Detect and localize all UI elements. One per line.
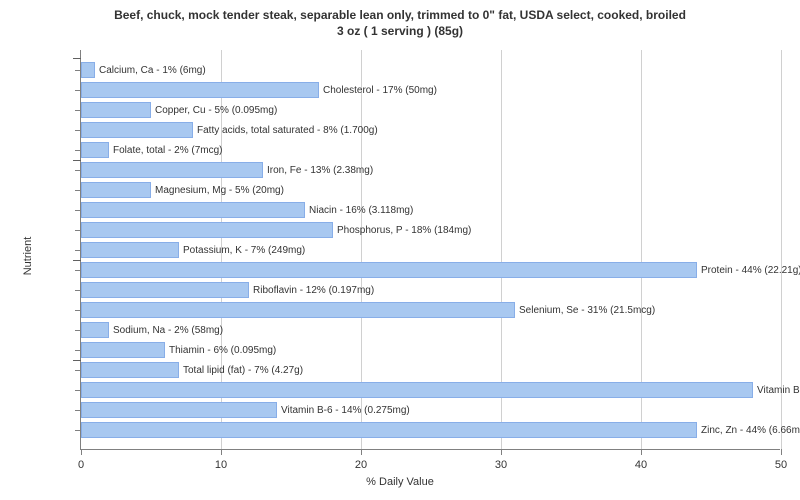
bar-row: Magnesium, Mg - 5% (20mg) xyxy=(81,182,284,198)
x-axis-label: % Daily Value xyxy=(366,476,434,488)
bar-row: Cholesterol - 17% (50mg) xyxy=(81,82,437,98)
x-tick-label: 20 xyxy=(355,459,367,471)
bar xyxy=(81,402,277,418)
x-tick-label: 30 xyxy=(495,459,507,471)
x-tick xyxy=(641,449,642,455)
nutrient-chart: Beef, chuck, mock tender steak, separabl… xyxy=(0,0,800,500)
bar-label: Total lipid (fat) - 7% (4.27g) xyxy=(183,365,303,376)
y-tick xyxy=(75,110,81,111)
bar-row: Fatty acids, total saturated - 8% (1.700… xyxy=(81,122,378,138)
bar-label: Calcium, Ca - 1% (6mg) xyxy=(99,65,206,76)
y-tick xyxy=(75,390,81,391)
bar xyxy=(81,182,151,198)
y-tick-major xyxy=(73,360,81,361)
bar-row: Niacin - 16% (3.118mg) xyxy=(81,202,413,218)
bar-row: Folate, total - 2% (7mcg) xyxy=(81,142,222,158)
y-tick-major xyxy=(73,160,81,161)
bar-row: Phosphorus, P - 18% (184mg) xyxy=(81,222,471,238)
bar-label: Niacin - 16% (3.118mg) xyxy=(309,205,413,216)
y-tick xyxy=(75,270,81,271)
y-tick xyxy=(75,190,81,191)
bar-row: Zinc, Zn - 44% (6.66mg) xyxy=(81,422,800,438)
x-tick xyxy=(221,449,222,455)
bar xyxy=(81,262,697,278)
x-tick xyxy=(781,449,782,455)
bar-label: Sodium, Na - 2% (58mg) xyxy=(113,325,223,336)
bar-row: Potassium, K - 7% (249mg) xyxy=(81,242,305,258)
x-tick-label: 10 xyxy=(215,459,227,471)
bar-row: Vitamin B-6 - 14% (0.275mg) xyxy=(81,402,410,418)
bar xyxy=(81,102,151,118)
y-tick xyxy=(75,170,81,171)
y-tick xyxy=(75,290,81,291)
bar-label: Iron, Fe - 13% (2.38mg) xyxy=(267,165,373,176)
bar-row: Protein - 44% (22.21g) xyxy=(81,262,800,278)
y-tick xyxy=(75,230,81,231)
y-tick xyxy=(75,130,81,131)
x-tick xyxy=(501,449,502,455)
bar-label: Cholesterol - 17% (50mg) xyxy=(323,85,437,96)
bar-row: Total lipid (fat) - 7% (4.27g) xyxy=(81,362,303,378)
bar xyxy=(81,202,305,218)
y-tick xyxy=(75,70,81,71)
y-tick xyxy=(75,370,81,371)
bar-row: Selenium, Se - 31% (21.5mcg) xyxy=(81,302,655,318)
bar xyxy=(81,62,95,78)
bar xyxy=(81,322,109,338)
bar-label: Fatty acids, total saturated - 8% (1.700… xyxy=(197,125,378,136)
x-tick-label: 50 xyxy=(775,459,787,471)
y-tick xyxy=(75,250,81,251)
bar-label: Zinc, Zn - 44% (6.66mg) xyxy=(701,425,800,436)
bar-label: Selenium, Se - 31% (21.5mcg) xyxy=(519,305,655,316)
bar xyxy=(81,282,249,298)
bar-label: Vitamin B-12 - 48% (2.91mcg) xyxy=(757,385,800,396)
bar-label: Folate, total - 2% (7mcg) xyxy=(113,145,222,156)
y-tick-major xyxy=(73,58,81,59)
bar-label: Protein - 44% (22.21g) xyxy=(701,265,800,276)
bar xyxy=(81,422,697,438)
bar xyxy=(81,382,753,398)
x-tick-label: 0 xyxy=(78,459,84,471)
y-axis-label: Nutrient xyxy=(22,237,34,276)
y-tick xyxy=(75,150,81,151)
bar-label: Phosphorus, P - 18% (184mg) xyxy=(337,225,471,236)
bar xyxy=(81,342,165,358)
bar-row: Iron, Fe - 13% (2.38mg) xyxy=(81,162,373,178)
bar-row: Calcium, Ca - 1% (6mg) xyxy=(81,62,206,78)
bar-label: Copper, Cu - 5% (0.095mg) xyxy=(155,105,277,116)
title-line-2: 3 oz ( 1 serving ) (85g) xyxy=(337,24,463,38)
bar-label: Thiamin - 6% (0.095mg) xyxy=(169,345,276,356)
bar-row: Vitamin B-12 - 48% (2.91mcg) xyxy=(81,382,800,398)
bar-row: Sodium, Na - 2% (58mg) xyxy=(81,322,223,338)
bar xyxy=(81,122,193,138)
bar-label: Potassium, K - 7% (249mg) xyxy=(183,245,305,256)
bar-label: Vitamin B-6 - 14% (0.275mg) xyxy=(281,405,410,416)
bar-row: Thiamin - 6% (0.095mg) xyxy=(81,342,276,358)
bar xyxy=(81,162,263,178)
bar-row: Riboflavin - 12% (0.197mg) xyxy=(81,282,374,298)
y-tick xyxy=(75,310,81,311)
bar-row: Copper, Cu - 5% (0.095mg) xyxy=(81,102,277,118)
y-tick xyxy=(75,90,81,91)
title-line-1: Beef, chuck, mock tender steak, separabl… xyxy=(114,8,686,22)
bar xyxy=(81,242,179,258)
plot-area: 01020304050Calcium, Ca - 1% (6mg)Cholest… xyxy=(80,50,780,450)
chart-title: Beef, chuck, mock tender steak, separabl… xyxy=(0,0,800,39)
y-tick xyxy=(75,330,81,331)
bar-label: Magnesium, Mg - 5% (20mg) xyxy=(155,185,284,196)
bar-label: Riboflavin - 12% (0.197mg) xyxy=(253,285,374,296)
bar xyxy=(81,82,319,98)
y-tick xyxy=(75,410,81,411)
x-tick-label: 40 xyxy=(635,459,647,471)
x-tick xyxy=(81,449,82,455)
y-tick xyxy=(75,350,81,351)
bar xyxy=(81,302,515,318)
y-tick-major xyxy=(73,260,81,261)
y-tick xyxy=(75,430,81,431)
x-tick xyxy=(361,449,362,455)
bar xyxy=(81,362,179,378)
bar xyxy=(81,142,109,158)
y-tick xyxy=(75,210,81,211)
bar xyxy=(81,222,333,238)
